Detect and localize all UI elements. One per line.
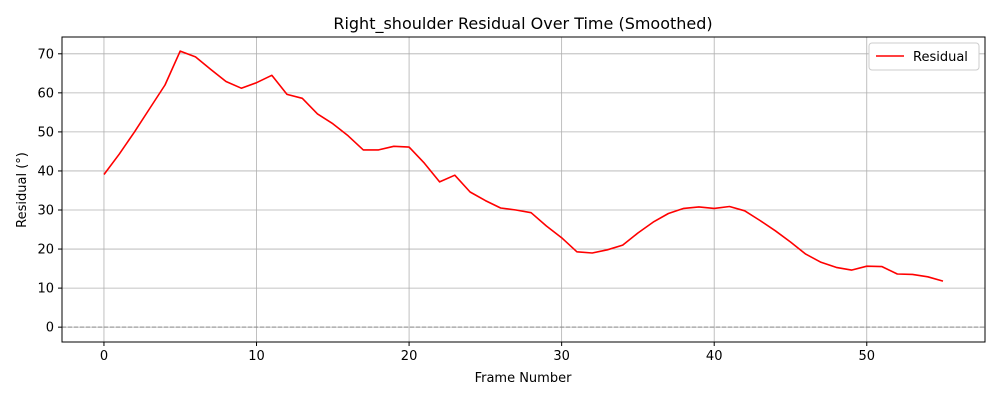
x-axis-ticks: 0 10 20 30 40 50 xyxy=(100,342,875,364)
legend: Residual xyxy=(868,42,980,71)
y-tick-label: 60 xyxy=(37,86,54,101)
y-tick-label: 30 xyxy=(37,204,54,219)
y-tick-label: 20 xyxy=(37,243,54,258)
y-tick-label: 50 xyxy=(37,125,54,140)
x-axis-label: Frame Number xyxy=(475,371,573,386)
x-tick-label: 50 xyxy=(858,349,875,364)
y-tick-label: 40 xyxy=(37,164,54,179)
series-lines xyxy=(103,50,944,282)
x-tick-label: 30 xyxy=(553,349,570,364)
y-axis-ticks: 0 10 20 30 40 50 60 70 xyxy=(37,47,62,336)
grid-lines xyxy=(62,37,985,342)
chart-title: Right_shoulder Residual Over Time (Smoot… xyxy=(333,14,712,34)
y-axis-label: Residual (°) xyxy=(15,152,30,228)
y-tick-label: 0 xyxy=(46,321,54,336)
x-tick-label: 40 xyxy=(706,349,723,364)
legend-box xyxy=(868,42,980,71)
y-tick-label: 70 xyxy=(37,47,54,62)
plot-frame xyxy=(61,36,986,343)
x-tick-label: 20 xyxy=(401,349,418,364)
x-tick-label: 0 xyxy=(100,349,108,364)
legend-label: Residual xyxy=(913,50,968,65)
series-line-residual xyxy=(103,50,944,282)
y-tick-label: 10 xyxy=(37,282,54,297)
x-tick-label: 10 xyxy=(248,349,265,364)
